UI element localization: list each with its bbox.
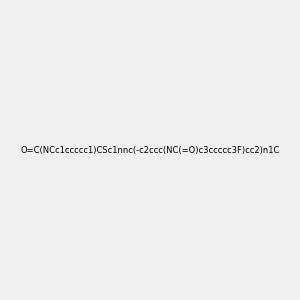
Text: O=C(NCc1ccccc1)CSc1nnc(-c2ccc(NC(=O)c3ccccc3F)cc2)n1C: O=C(NCc1ccccc1)CSc1nnc(-c2ccc(NC(=O)c3cc… — [20, 146, 280, 154]
